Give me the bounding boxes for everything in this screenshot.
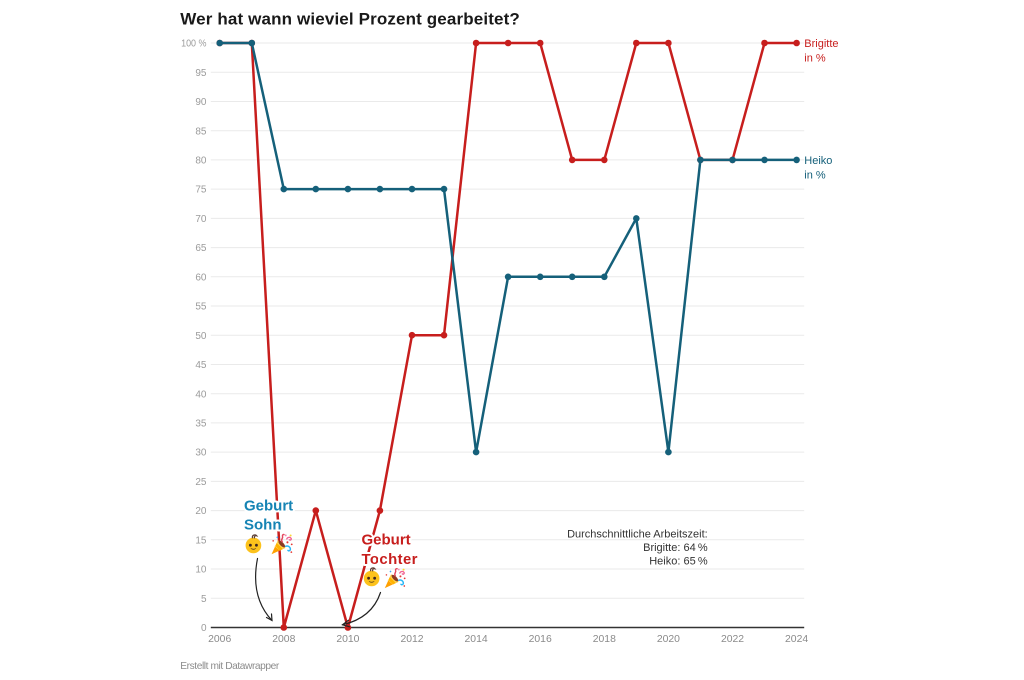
svg-text:10: 10 [195,565,207,576]
svg-text:20: 20 [195,506,207,517]
svg-text:in %: in % [804,169,826,181]
svg-text:80: 80 [195,156,207,167]
svg-text:2012: 2012 [400,634,423,645]
svg-text:100 %: 100 % [181,39,206,50]
svg-text:in %: in % [804,53,826,65]
svg-text:Heiko: Heiko [804,155,832,167]
svg-text:65: 65 [195,243,207,254]
svg-text:2006: 2006 [208,634,231,645]
svg-text:Wer hat wann wieviel Prozent g: Wer hat wann wieviel Prozent gearbeitet? [180,9,520,28]
svg-text:55: 55 [195,302,207,313]
svg-text:75: 75 [195,185,207,196]
svg-text:Brigitte: Brigitte [804,38,838,50]
svg-text:Sohn: Sohn [244,517,282,534]
svg-text:2022: 2022 [721,634,744,645]
svg-text:25: 25 [195,477,207,488]
svg-text:30: 30 [195,448,207,459]
svg-text:Erstellt mit Datawrapper: Erstellt mit Datawrapper [180,661,280,672]
svg-text:2016: 2016 [529,634,552,645]
svg-text:Brigitte: 64 %: Brigitte: 64 % [643,542,708,554]
svg-text:60: 60 [195,272,207,283]
svg-text:50: 50 [195,331,207,342]
svg-text:2008: 2008 [272,634,295,645]
svg-text:Durchschnittliche Arbeitszeit:: Durchschnittliche Arbeitszeit: [567,529,708,541]
svg-text:2010: 2010 [336,634,359,645]
svg-text:Geburt: Geburt [244,497,293,514]
svg-text:90: 90 [195,97,207,108]
svg-text:15: 15 [195,535,207,546]
svg-text:70: 70 [195,214,207,225]
svg-text:0: 0 [201,623,207,634]
svg-text:2014: 2014 [465,634,488,645]
svg-text:2024: 2024 [785,634,808,645]
svg-text:Tochter: Tochter [362,551,418,568]
svg-text:40: 40 [195,389,207,400]
svg-text:5: 5 [201,594,207,605]
svg-text:45: 45 [195,360,207,371]
svg-text:2018: 2018 [593,634,616,645]
svg-text:95: 95 [195,68,207,79]
svg-text:85: 85 [195,126,207,137]
svg-text:Heiko: 65 %: Heiko: 65 % [649,556,708,568]
svg-text:2020: 2020 [657,634,680,645]
svg-text:Geburt: Geburt [362,531,411,548]
svg-text:35: 35 [195,419,207,430]
